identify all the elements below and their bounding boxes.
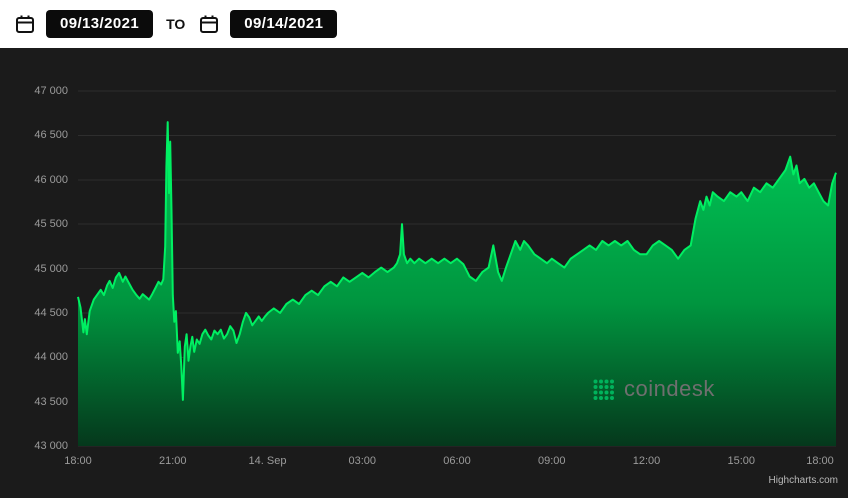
y-axis-label: 46 500 bbox=[34, 129, 68, 142]
start-date-value: 09/13/2021 bbox=[60, 15, 140, 32]
x-axis-label: 18:00 bbox=[64, 455, 92, 467]
x-axis-label: 09:00 bbox=[537, 455, 566, 467]
date-range-to-label: TO bbox=[166, 16, 186, 32]
y-axis-label: 44 000 bbox=[34, 351, 68, 364]
end-date-value: 09/14/2021 bbox=[244, 15, 324, 32]
y-axis-label: 45 500 bbox=[34, 218, 68, 231]
coindesk-watermark: coindesk bbox=[592, 376, 715, 402]
price-chart[interactable]: coindesk Highcharts.com 47 000 46 500 46 0… bbox=[0, 48, 848, 498]
x-axis-label: 12:00 bbox=[632, 455, 661, 467]
end-date-calendar-icon[interactable] bbox=[198, 13, 220, 35]
x-axis-label: 14. Sep bbox=[248, 455, 287, 467]
start-date-calendar-icon[interactable] bbox=[14, 13, 36, 35]
date-range-bar: 09/13/2021 TO 09/14/2021 bbox=[0, 0, 848, 48]
end-date-input[interactable]: 09/14/2021 bbox=[230, 10, 338, 38]
y-axis-label: 47 000 bbox=[34, 85, 68, 97]
x-axis-label: 18:00 bbox=[806, 455, 834, 467]
x-axis-label: 21:00 bbox=[158, 455, 187, 467]
y-axis-label: 43 500 bbox=[34, 395, 68, 408]
coindesk-logo bbox=[593, 379, 614, 400]
highcharts-credit-link[interactable]: Highcharts.com bbox=[768, 475, 838, 486]
price-line bbox=[77, 121, 837, 401]
area-fill bbox=[78, 122, 836, 446]
x-axis-label: 03:00 bbox=[348, 455, 377, 467]
y-axis-label: 46 000 bbox=[34, 173, 68, 186]
x-axis-label: 06:00 bbox=[443, 455, 471, 467]
coindesk-wordmark: coindesk bbox=[624, 376, 715, 401]
chart-plot-svg[interactable] bbox=[0, 48, 848, 498]
y-axis-label: 43 000 bbox=[34, 440, 68, 452]
x-axis-label: 15:00 bbox=[727, 455, 756, 467]
start-date-input[interactable]: 09/13/2021 bbox=[46, 10, 154, 38]
y-axis-label: 44 500 bbox=[34, 306, 68, 319]
y-axis-label: 45 000 bbox=[34, 262, 68, 275]
